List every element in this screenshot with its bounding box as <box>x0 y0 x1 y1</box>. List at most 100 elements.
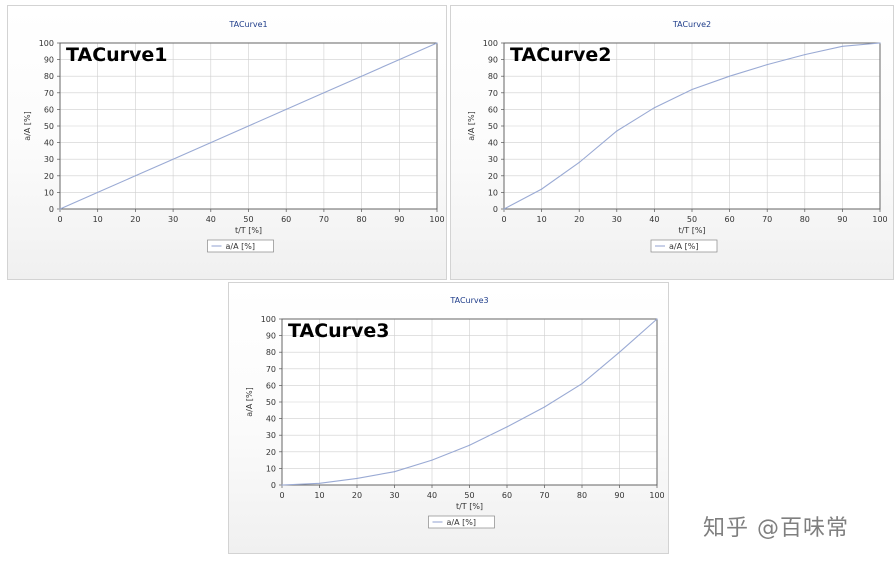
data-point <box>729 75 731 77</box>
x-tick-label: 20 <box>352 491 362 500</box>
legend-box <box>650 239 718 253</box>
x-tick-label: 40 <box>206 215 216 224</box>
legend-label: a/A [%] <box>226 242 255 251</box>
y-tick-label: 50 <box>266 398 276 407</box>
watermark-text: 知乎 @百味常 <box>703 516 849 541</box>
data-point <box>318 482 321 484</box>
y-tick-label: 20 <box>266 448 276 457</box>
y-tick-label: 40 <box>44 139 54 148</box>
y-tick-label: 60 <box>44 105 54 114</box>
data-point <box>879 42 881 44</box>
x-tick-label: 30 <box>168 215 178 224</box>
x-tick-label: 20 <box>574 215 584 224</box>
chart-title: TACurve3 <box>449 296 488 305</box>
x-tick-label: 30 <box>612 215 622 224</box>
y-tick-label: 90 <box>44 56 54 65</box>
data-point <box>506 426 508 428</box>
x-tick-label: 30 <box>389 491 399 500</box>
chart-panel-2: TACurve2 0 10 20 30 40 50 60 70 80 90 100 0 10 20 30 40 5… <box>450 5 894 280</box>
data-point <box>766 63 768 66</box>
y-tick-label: 30 <box>488 155 498 164</box>
x-tick-label: 70 <box>762 215 772 224</box>
y-tick-label: 70 <box>266 365 276 374</box>
x-tick-label: 80 <box>577 491 587 500</box>
x-tick-label: 50 <box>464 491 474 500</box>
chart-svg: TACurve1 0 10 20 30 40 50 60 70 80 90 100 0 10 20 30 40 5… <box>23 20 445 253</box>
x-tick-label: 80 <box>357 215 367 224</box>
y-tick-label: 70 <box>488 89 498 98</box>
y-tick-label: 100 <box>261 315 276 324</box>
x-tick-label: 60 <box>502 491 512 500</box>
y-axis-label: a/A [%] <box>467 111 476 140</box>
data-point <box>323 92 325 94</box>
data-point <box>804 54 806 56</box>
x-tick-label: 70 <box>539 491 549 500</box>
x-axis-label: t/T [%] <box>678 226 705 235</box>
legend-label: a/A [%] <box>669 242 698 251</box>
data-point <box>543 406 546 408</box>
data-point <box>541 188 543 190</box>
x-tick-label: 60 <box>281 215 291 224</box>
y-tick-label: 50 <box>44 122 54 131</box>
y-tick-label: 60 <box>266 381 276 390</box>
x-tick-label: 40 <box>427 491 437 500</box>
plot-border <box>281 318 658 486</box>
x-tick-label: 10 <box>93 215 103 224</box>
x-tick-label: 80 <box>800 215 810 224</box>
data-point <box>210 142 212 144</box>
y-tick-label: 100 <box>483 39 498 48</box>
data-point <box>398 59 400 61</box>
data-point <box>172 158 174 160</box>
y-tick-label: 90 <box>488 56 498 65</box>
data-point <box>468 444 471 446</box>
data-point <box>653 107 655 109</box>
x-tick-label: 90 <box>837 215 847 224</box>
data-point <box>616 130 618 132</box>
chart-overlay-title: TACurve3 <box>288 320 390 342</box>
data-point <box>618 351 621 353</box>
y-tick-label: 40 <box>488 139 498 148</box>
y-tick-label: 10 <box>44 188 54 197</box>
y-tick-label: 0 <box>49 205 54 214</box>
y-tick-label: 30 <box>266 431 276 440</box>
data-point <box>247 125 250 127</box>
chart-overlay-title: TACurve2 <box>510 44 612 66</box>
x-tick-label: 40 <box>649 215 659 224</box>
y-tick-label: 100 <box>39 39 54 48</box>
data-point <box>436 42 438 44</box>
chart-svg: TACurve2 0 10 20 30 40 50 60 70 80 90 100 0 10 20 30 40 5… <box>467 20 888 253</box>
data-point <box>656 318 658 320</box>
data-point <box>578 161 580 164</box>
x-tick-label: 50 <box>687 215 697 224</box>
data-point <box>285 108 287 110</box>
x-tick-label: 0 <box>501 215 506 224</box>
y-tick-label: 20 <box>44 172 54 181</box>
y-tick-label: 0 <box>271 481 276 490</box>
x-tick-label: 50 <box>243 215 253 224</box>
data-point <box>97 191 99 193</box>
y-tick-label: 90 <box>266 332 276 341</box>
chart-panel-3: TACurve3 0 10 20 30 40 50 60 70 80 90 100 0 10 20 30 40 5… <box>228 282 669 554</box>
x-axis-label: t/T [%] <box>235 226 262 235</box>
data-point <box>393 471 396 473</box>
data-point <box>281 484 283 486</box>
legend-box <box>207 239 274 253</box>
x-tick-label: 20 <box>130 215 140 224</box>
y-axis-label: a/A [%] <box>245 387 254 416</box>
y-axis-label: a/A [%] <box>23 111 32 140</box>
y-tick-label: 80 <box>488 72 498 81</box>
data-point <box>431 459 433 461</box>
x-tick-label: 10 <box>314 491 324 500</box>
x-tick-label: 90 <box>394 215 404 224</box>
x-tick-label: 100 <box>429 215 444 224</box>
data-point <box>134 175 136 177</box>
y-tick-label: 10 <box>488 188 498 197</box>
legend-box <box>428 515 495 529</box>
chart-title: TACurve2 <box>672 20 711 29</box>
data-point <box>691 88 693 91</box>
data-point <box>503 208 505 210</box>
data-point <box>581 383 583 385</box>
x-tick-label: 60 <box>725 215 735 224</box>
x-tick-label: 100 <box>872 215 887 224</box>
data-point <box>356 477 358 479</box>
